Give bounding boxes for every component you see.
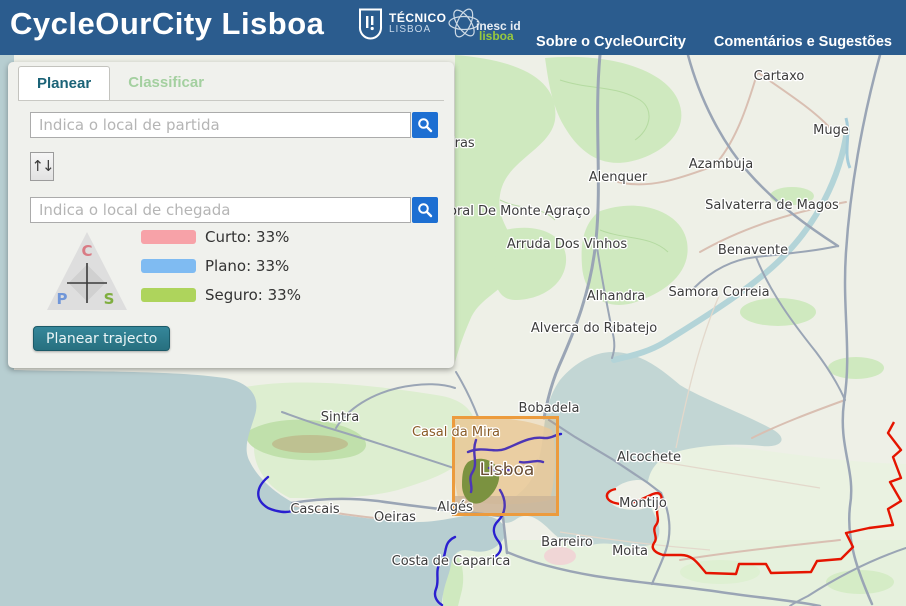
- seguro-color-swatch: [141, 288, 196, 302]
- map-label: Casal da Mira: [412, 425, 500, 440]
- preference-triangle-widget[interactable]: C P S: [45, 230, 129, 312]
- map-river-muge: [844, 117, 852, 169]
- nav-link-about[interactable]: Sobre o CycleOurCity: [536, 34, 686, 50]
- destination-row: [30, 197, 438, 223]
- map-label: oral De Monte Agraço: [449, 204, 590, 219]
- map-label-lisboa: Lisboa: [480, 460, 535, 480]
- tab-planear[interactable]: Planear: [18, 66, 111, 100]
- map-label: Arruda Dos Vinhos: [507, 237, 627, 252]
- curto-label: Curto: 33%: [205, 228, 290, 246]
- map-label: Samora Correia: [668, 285, 769, 300]
- plano-color-swatch: [141, 259, 196, 273]
- panel-tabs: Planear Classificar: [18, 66, 444, 101]
- map-label: Alcochete: [617, 450, 681, 465]
- tab-classificar[interactable]: Classificar: [128, 74, 205, 91]
- map-label: Cascais: [290, 502, 340, 517]
- map-label: Salvaterra de Magos: [705, 198, 839, 213]
- map-label: Algés: [437, 500, 473, 515]
- curto-color-swatch: [141, 230, 196, 244]
- header-nav: Sobre o CycleOurCity Comentários e Suges…: [536, 34, 892, 50]
- plan-route-button[interactable]: Planear trajecto: [33, 326, 171, 351]
- planner-panel: Planear Classificar ↑↓: [8, 62, 454, 368]
- tecnico-logo-text: TÉCNICO: [389, 11, 447, 26]
- map-major-roads: [281, 53, 906, 606]
- swap-locations-button[interactable]: ↑↓: [30, 152, 55, 181]
- seguro-label: Seguro: 33%: [205, 286, 301, 304]
- map-label: Oeiras: [374, 510, 416, 525]
- tecnico-shield-icon: [358, 8, 383, 40]
- map-cycle-routes: [257, 432, 563, 606]
- map-label: Moita: [612, 544, 648, 559]
- triangle-label-seguro: S: [104, 290, 115, 308]
- map-estuary: [500, 352, 782, 547]
- search-icon: [418, 118, 433, 133]
- origin-search-button[interactable]: [412, 112, 438, 138]
- legend-row-curto: Curto: 33%: [141, 228, 301, 246]
- map-label: Alenquer: [589, 170, 648, 185]
- map-minor-roads: [559, 295, 821, 551]
- map-label: Costa de Caparica: [392, 554, 511, 569]
- legend-row-plano: Plano: 33%: [141, 257, 301, 275]
- origin-row: [30, 112, 438, 138]
- search-icon: [418, 203, 433, 218]
- map-label: lras: [451, 136, 475, 151]
- map-highlight-box[interactable]: [452, 416, 559, 516]
- inesc-scribble-icon: [448, 8, 480, 38]
- app-title: CycleOurCity Lisboa: [10, 6, 325, 41]
- triangle-label-curto: C: [81, 242, 92, 260]
- map-barreiro-urban: [544, 547, 576, 565]
- map-contour-lines: [499, 79, 669, 253]
- map-river-tejo: [611, 127, 850, 363]
- app-header: CycleOurCity Lisboa TÉCNICO LISBOA inesc…: [0, 0, 906, 55]
- map-boundary-route: [605, 421, 903, 576]
- map-label: Alverca do Ribatejo: [531, 321, 657, 336]
- triangle-label-plano: P: [57, 290, 68, 308]
- map-label: Alhandra: [587, 289, 646, 304]
- legend-row-seguro: Seguro: 33%: [141, 286, 301, 304]
- map-label: Barreiro: [541, 535, 593, 550]
- map-montijo-peninsula: [608, 480, 657, 510]
- crosshair-icon: [67, 263, 107, 303]
- preference-legend: Curto: 33% Plano: 33% Seguro: 33%: [141, 228, 301, 317]
- map-labels: lras Cartaxo Muge Azambuja Alenquer oral…: [289, 68, 850, 571]
- map-label: Sintra: [321, 410, 360, 425]
- map-label: Bobadela: [519, 401, 580, 416]
- swap-arrows-icon: ↑↓: [31, 157, 54, 175]
- map-ocean: [0, 55, 506, 606]
- map-label: Azambuja: [689, 157, 753, 172]
- plano-label: Plano: 33%: [205, 257, 290, 275]
- inesc-logo-text: inesc id: [476, 19, 521, 33]
- map-secondary-roads: [291, 71, 847, 561]
- nav-link-feedback[interactable]: Comentários e Sugestões: [713, 34, 892, 50]
- map-label: Benavente: [718, 243, 788, 258]
- map-label: Muge: [813, 123, 849, 138]
- origin-input[interactable]: [30, 112, 411, 138]
- destination-search-button[interactable]: [412, 197, 438, 223]
- destination-input[interactable]: [30, 197, 411, 223]
- inesc-logo-subtext: lisboa: [479, 29, 514, 43]
- tecnico-lisboa-logo: TÉCNICO LISBOA: [358, 8, 447, 40]
- inesc-id-logo: inesc id lisboa: [446, 6, 556, 50]
- map-forest-areas: [240, 55, 906, 606]
- map-label: Cartaxo: [754, 69, 805, 84]
- map-label: Montijo: [619, 496, 667, 511]
- tecnico-logo-subtext: LISBOA: [389, 24, 432, 36]
